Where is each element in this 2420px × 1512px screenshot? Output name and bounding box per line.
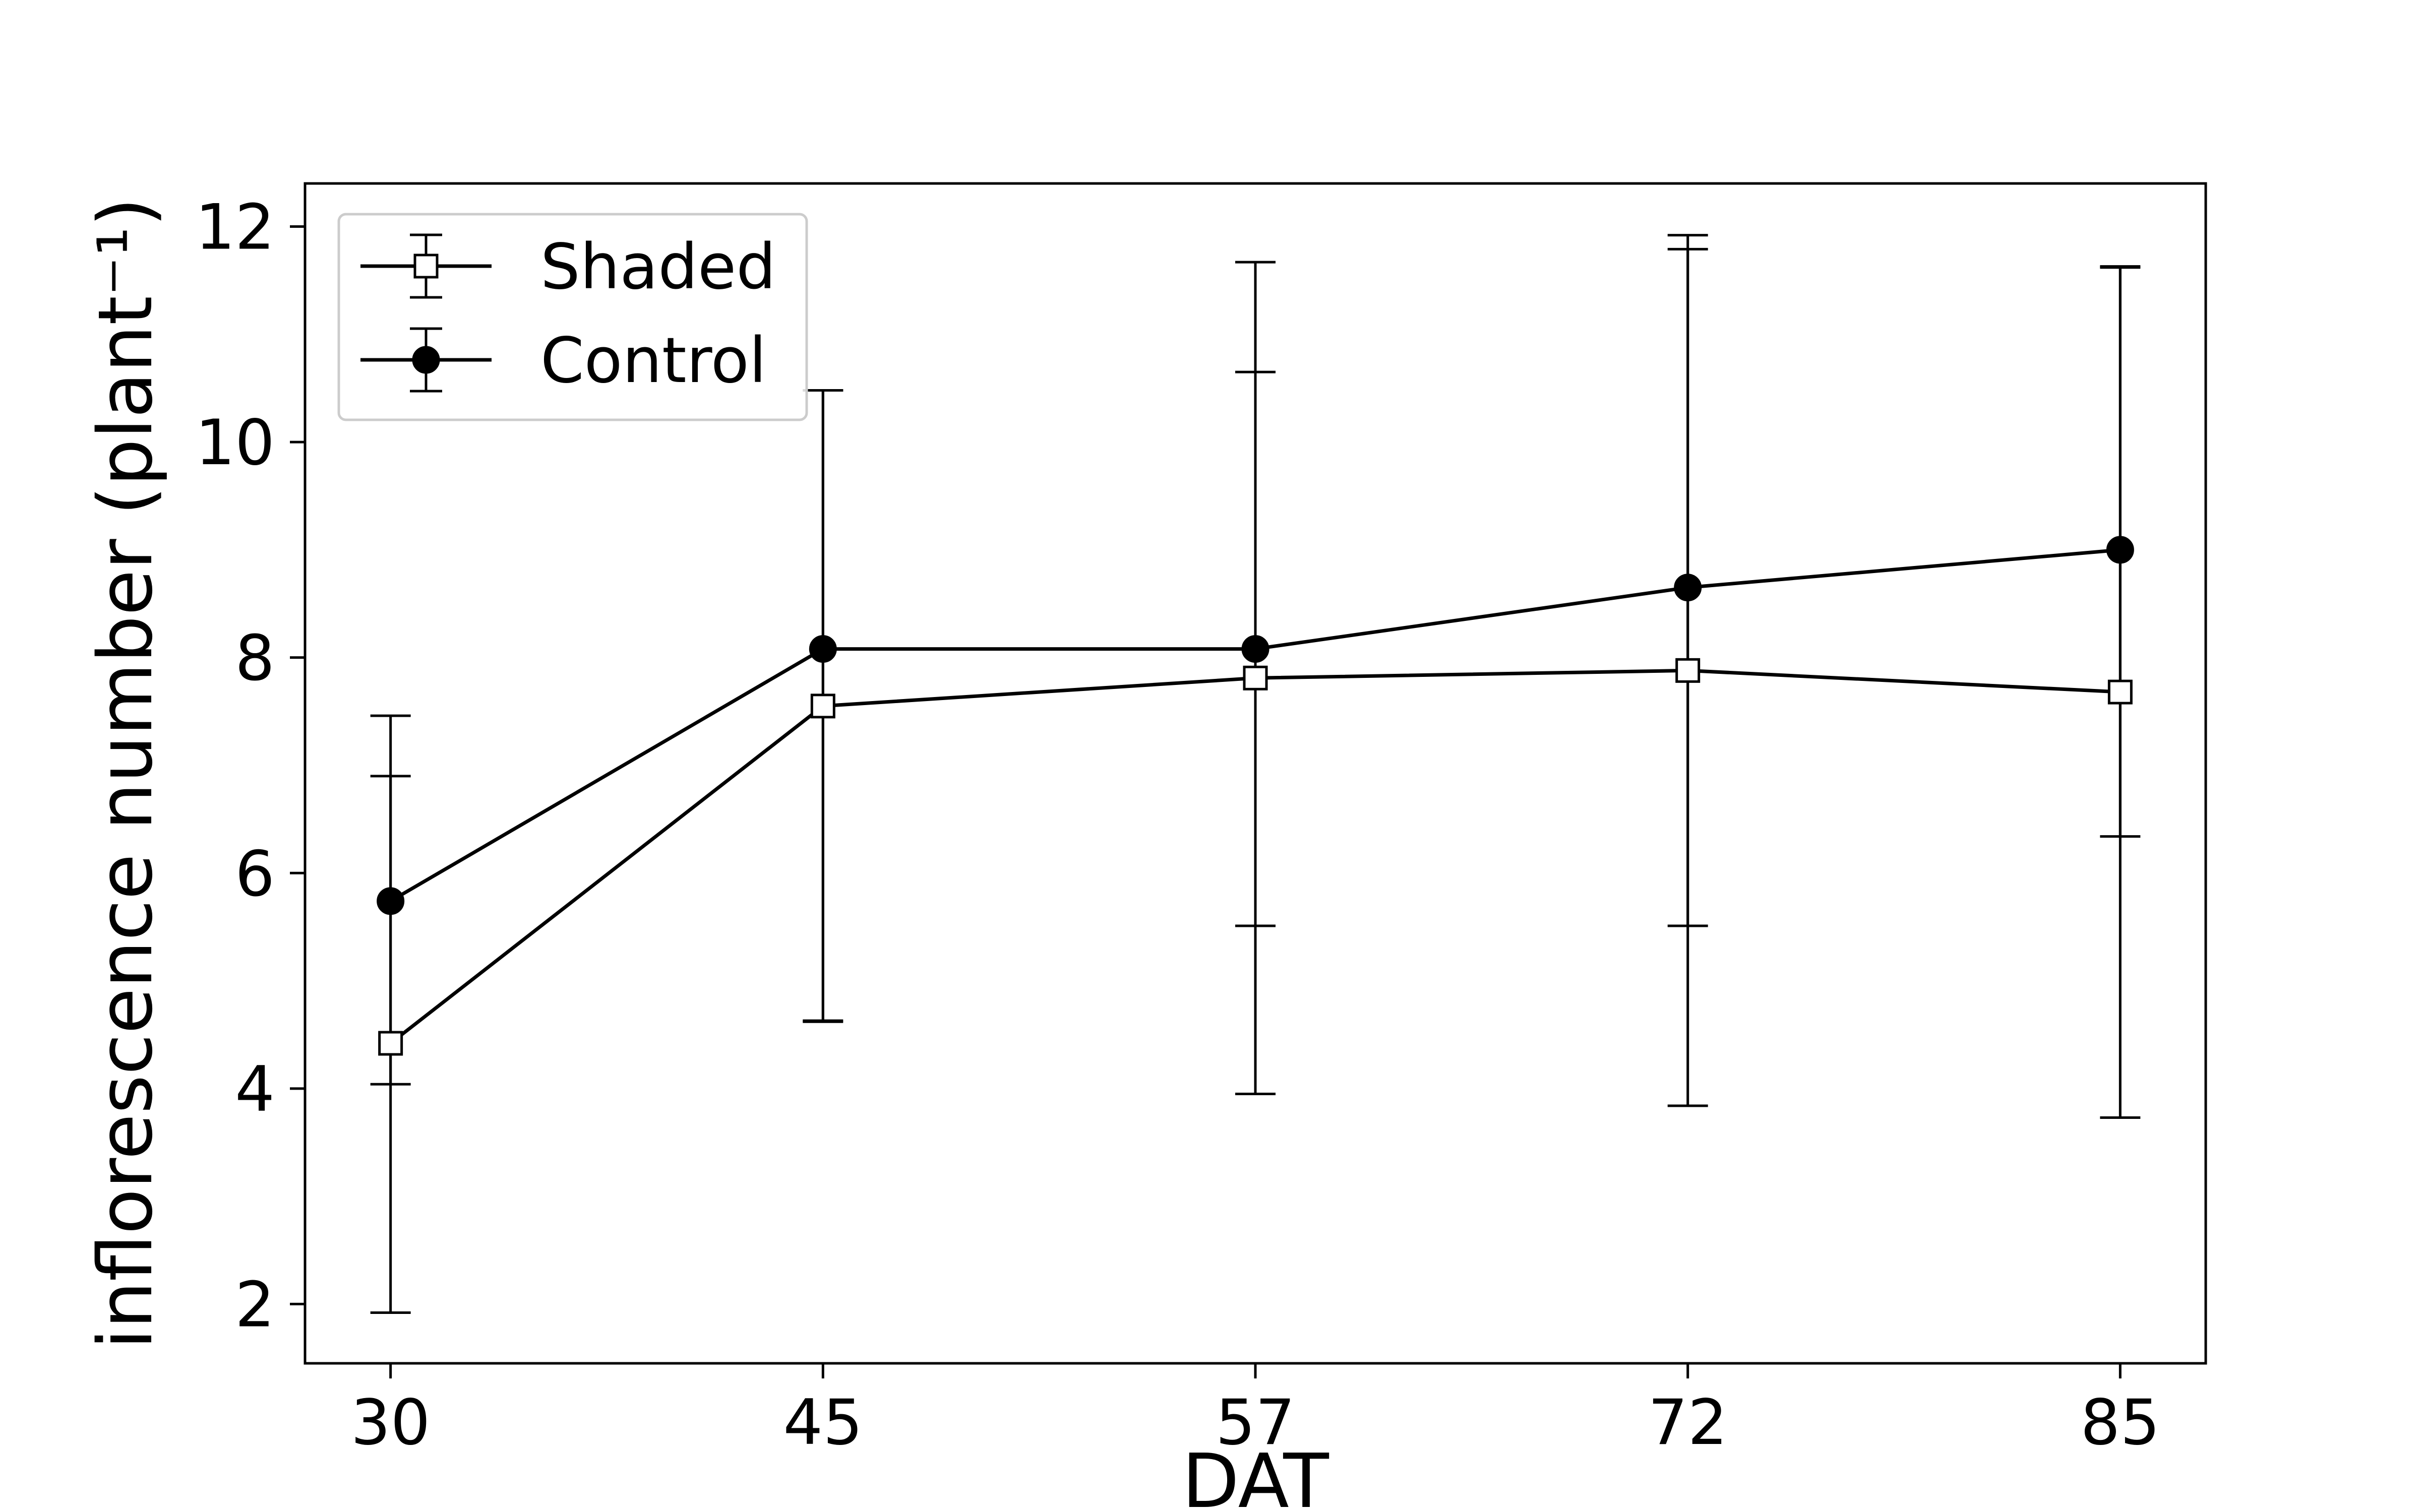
legend: Shaded Control — [337, 213, 808, 421]
y-tick-label: 10 — [195, 407, 275, 479]
control-data-point — [1241, 635, 1269, 663]
legend-shaded-label: Shaded — [540, 231, 776, 303]
shaded-data-point — [2107, 679, 2133, 705]
x-tick-label: 85 — [2080, 1387, 2160, 1459]
x-tick-label: 30 — [351, 1387, 431, 1459]
shaded-data-point — [1243, 665, 1268, 690]
control-data-point — [809, 635, 837, 663]
shaded-data-point — [810, 694, 835, 719]
y-tick-label: 2 — [235, 1269, 275, 1341]
x-tick-label: 57 — [1216, 1387, 1295, 1459]
legend-shaded-marker — [413, 254, 439, 279]
y-tick-label: 8 — [235, 622, 275, 695]
control-data-point — [377, 887, 405, 915]
y-tick-label: 6 — [235, 838, 275, 910]
y-axis-ticks: 2 4 6 8 10 12 — [195, 192, 305, 1341]
legend-control-label: Control — [540, 325, 766, 397]
x-tick-label: 45 — [783, 1387, 863, 1459]
x-tick-label: 72 — [1648, 1387, 1728, 1459]
x-axis-ticks: 30 45 57 72 85 — [351, 1363, 2160, 1459]
control-data-point — [2106, 536, 2134, 564]
y-tick-label: 4 — [235, 1053, 275, 1126]
control-data-point — [1674, 574, 1702, 602]
shaded-data-point — [378, 1031, 403, 1056]
y-tick-label: 12 — [195, 192, 275, 264]
shaded-data-point — [1675, 658, 1701, 683]
legend-control-marker — [412, 346, 440, 374]
x-axis-title: DAT — [1182, 1438, 1329, 1512]
y-axis-title: inflorescence number (plant⁻¹) — [82, 198, 169, 1349]
markers-layer — [377, 536, 2134, 1056]
